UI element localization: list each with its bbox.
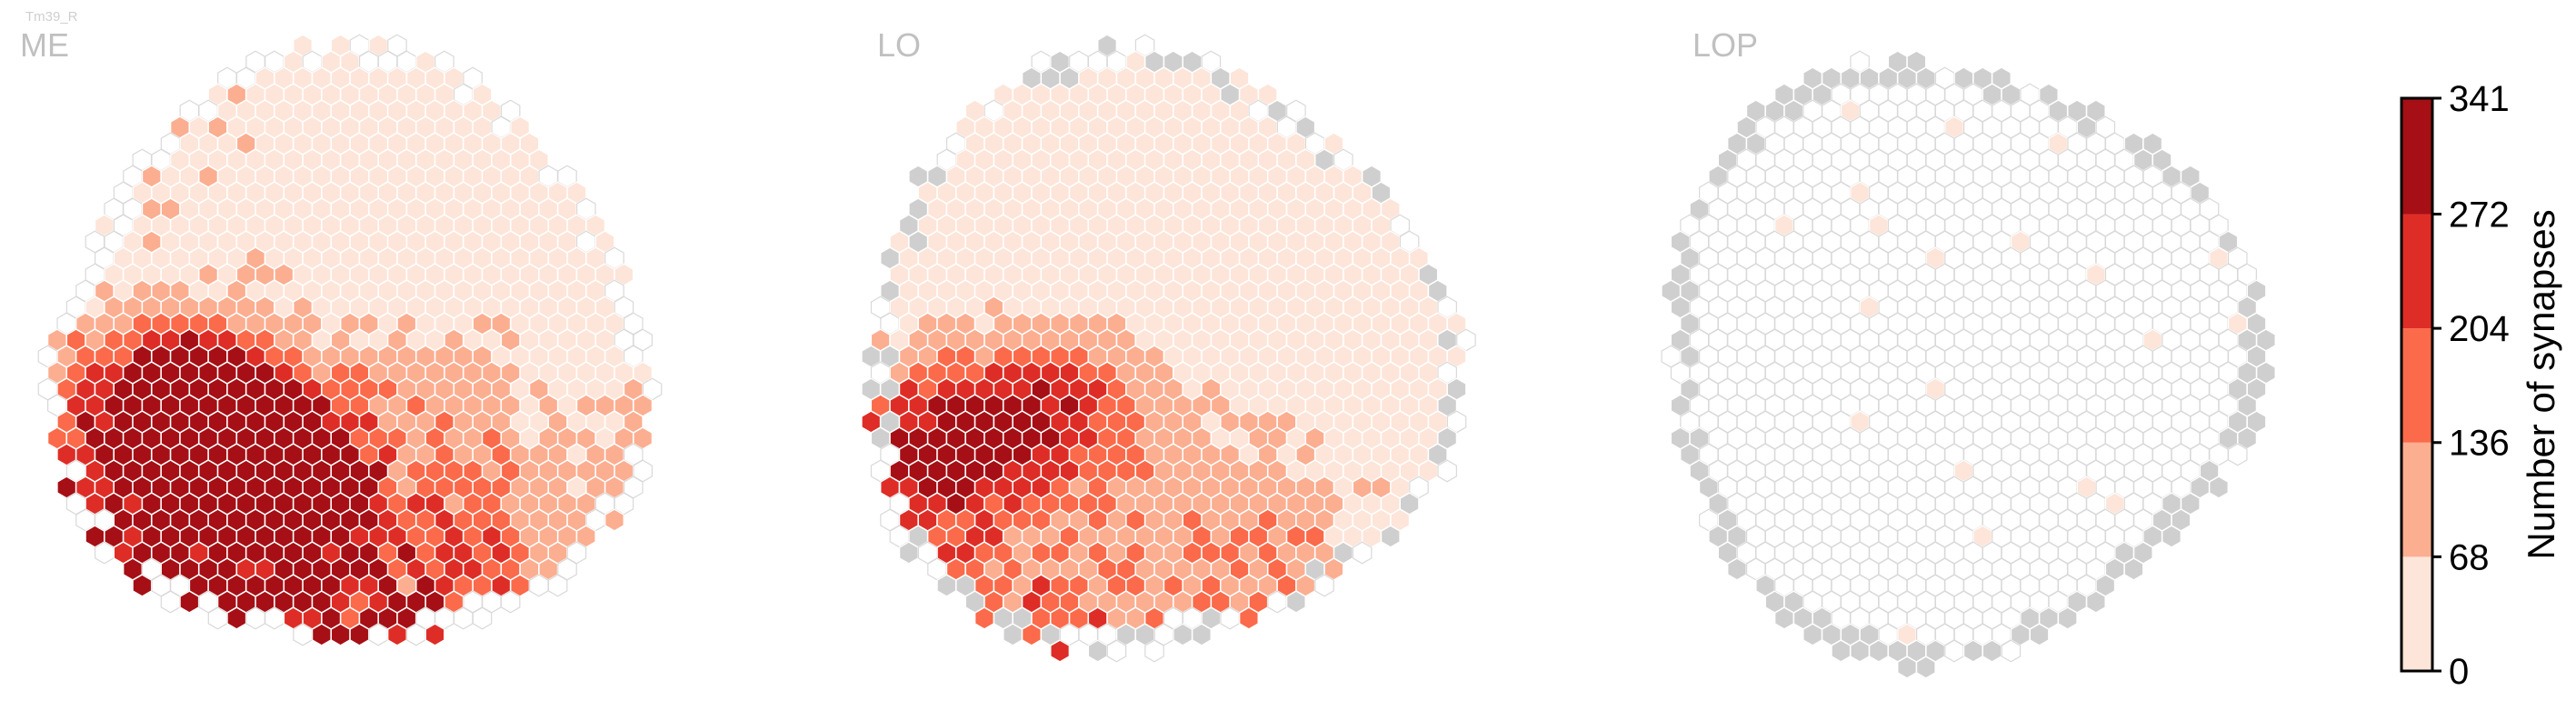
hex-cell bbox=[368, 623, 388, 646]
hex-cell bbox=[500, 590, 521, 614]
hex-cell bbox=[2227, 443, 2248, 466]
colorbar-tick-label: 0 bbox=[2449, 652, 2469, 692]
hex-cell bbox=[1381, 525, 1401, 548]
colorbar-label: Number of synapses bbox=[2520, 209, 2562, 559]
hex-cell bbox=[1173, 623, 1193, 646]
colorbar-frame bbox=[2400, 96, 2434, 673]
hex-cell bbox=[1352, 541, 1373, 565]
hex-cell bbox=[312, 623, 332, 646]
panels: ME LO LOP bbox=[20, 26, 2276, 679]
hex-cell bbox=[387, 623, 407, 646]
hex-cell bbox=[1437, 459, 1457, 483]
colorbar-bin bbox=[2401, 442, 2432, 557]
hex-cell bbox=[2123, 557, 2144, 581]
hex-cell bbox=[95, 541, 115, 565]
hex-cell bbox=[349, 623, 370, 646]
hex-cell bbox=[1802, 623, 1822, 646]
hex-cell bbox=[453, 606, 474, 630]
hex-cell bbox=[265, 606, 285, 630]
hex-cell bbox=[1087, 639, 1108, 663]
hex-cell bbox=[547, 574, 568, 597]
colorbar-tick-label: 68 bbox=[2449, 537, 2490, 577]
hex-cell bbox=[226, 606, 247, 630]
hex-cell bbox=[936, 574, 957, 597]
colorbar-bin bbox=[2401, 556, 2432, 671]
hex-cell bbox=[1003, 623, 1023, 646]
hex-cell bbox=[1267, 590, 1287, 614]
hex-cell bbox=[529, 574, 549, 597]
hex-cell bbox=[1774, 606, 1794, 630]
hex-cell bbox=[293, 623, 313, 646]
colorbar-tick-label: 136 bbox=[2449, 424, 2510, 464]
colorbar-bin bbox=[2401, 98, 2432, 215]
hex-cell bbox=[1192, 623, 1212, 646]
hex-cell bbox=[1239, 606, 1259, 630]
hex-cell bbox=[330, 623, 351, 646]
hex-cell bbox=[1022, 623, 1042, 646]
hex-cell bbox=[1944, 639, 1964, 663]
colorbar-bin bbox=[2401, 214, 2432, 329]
hex-cell bbox=[1963, 639, 1983, 663]
hex-cell bbox=[1314, 574, 1334, 597]
hex-cell bbox=[1850, 639, 1870, 663]
hex-cell bbox=[424, 623, 445, 646]
hex-cell bbox=[472, 606, 493, 630]
hex-cell bbox=[207, 606, 228, 630]
hex-cell bbox=[405, 623, 426, 646]
hex-cell bbox=[1869, 639, 1889, 663]
panel-me: ME bbox=[20, 26, 663, 646]
panel-label-me: ME bbox=[20, 26, 69, 64]
hex-cell bbox=[974, 606, 994, 630]
hex-cell bbox=[1916, 656, 1936, 679]
hex-cell bbox=[899, 541, 919, 565]
hex-cell bbox=[1144, 639, 1164, 663]
hex-cell bbox=[1727, 557, 1747, 581]
hex-cell bbox=[2029, 623, 2050, 646]
hex-cell bbox=[2057, 606, 2078, 630]
hex-cell bbox=[2001, 639, 2022, 663]
hex-cell bbox=[2162, 525, 2182, 548]
hex-cell bbox=[160, 590, 181, 614]
hex-cell bbox=[2209, 476, 2229, 499]
colorbar: 0 68 136 204 272 341 Number of synapses bbox=[2400, 79, 2562, 692]
hex-cell bbox=[1831, 639, 1852, 663]
hex-cell bbox=[1897, 656, 1917, 679]
colorbar-tick-label: 272 bbox=[2449, 195, 2510, 235]
panel-label-lop: LOP bbox=[1692, 26, 1758, 64]
figure-title: Tm39_R bbox=[25, 9, 78, 25]
hex-cell bbox=[1982, 639, 2002, 663]
hex-cell bbox=[604, 508, 624, 532]
colorbar-bin bbox=[2401, 328, 2432, 443]
panel-lo: LO bbox=[861, 26, 1476, 663]
hex-cell bbox=[1220, 606, 1240, 630]
hex-cell bbox=[245, 606, 265, 630]
panel-lop: LOP bbox=[1661, 26, 2276, 679]
hex-cell bbox=[132, 574, 153, 597]
hex-cell bbox=[2086, 590, 2106, 614]
panel-label-lo: LO bbox=[877, 26, 921, 64]
hex-cell bbox=[1286, 590, 1306, 614]
hex-cell bbox=[1050, 639, 1070, 663]
colorbar-tick-label: 204 bbox=[2449, 309, 2510, 349]
hex-cell bbox=[1106, 639, 1127, 663]
hex-cell bbox=[179, 590, 200, 614]
colorbar-tick-label: 341 bbox=[2449, 79, 2510, 119]
